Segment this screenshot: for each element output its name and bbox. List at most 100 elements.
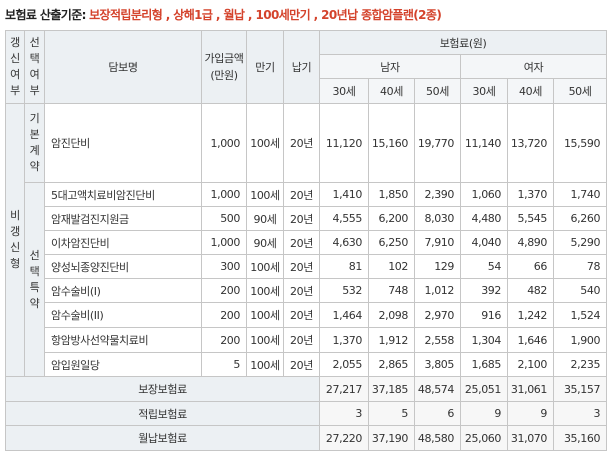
premium-header: 보험료(원) [318,30,608,55]
premium-cell: 1,304 [460,327,508,353]
maturity-header: 만기 [246,30,284,104]
non-renewal-group: 비갱신형 [5,103,25,377]
total-cell: 27,217 [319,376,369,402]
coverage-name: 암입원일당 [44,352,202,377]
table-row: 항암방사선약물치료비 200 100세 20년 1,370 1,912 2,558 1,304… [6,327,608,353]
payment-header: 납기 [283,30,320,104]
monthly-premium-row: 월납보험료 27,220 37,190 48,580 25,060 31,070 35,16… [5,425,608,451]
coverage-payment: 20년 [283,352,320,377]
coverage-name: 암재발검진지원금 [44,206,202,231]
header-row-2: 남자 여자 [6,54,608,79]
coverage-name: 5대고액치료비암진단비 [44,182,202,207]
total-cell: 48,574 [414,376,461,402]
coverage-amount: 300 [201,254,247,279]
premium-cell: 2,055 [319,352,369,377]
coverage-payment: 20년 [283,103,320,183]
coverage-amount: 5 [201,352,247,377]
optional-group: 선택특약 [24,182,45,377]
premium-cell: 102 [368,254,415,279]
coverage-maturity: 90세 [246,206,284,231]
premium-cell: 2,100 [507,352,554,377]
premium-cell: 129 [414,254,461,279]
total-cell: 5 [368,401,415,426]
premium-cell: 532 [319,278,369,303]
table-row: 암수술비(I) 200 100세 20년 532 748 1,012 392 482 540 [6,278,608,303]
premium-table: 갱신여부 선택여부 담보명 가입금액(만원) 만기 납기 보험료(원) 남자 여… [5,30,608,451]
premium-cell: 1,370 [507,182,554,207]
premium-cell: 4,555 [319,206,369,231]
coverage-maturity: 100세 [246,182,284,207]
age-header: 40세 [368,78,415,104]
coverage-premium-label: 보장보험료 [5,376,320,402]
table-row: 양성뇌종양진단비 300 100세 20년 81 102 129 54 66 78 [6,254,608,279]
table-row: 암재발검진지원금 500 90세 20년 4,555 6,200 8,030 4,480 5,5… [6,206,608,231]
total-cell: 9 [460,401,508,426]
coverage-maturity: 100세 [246,352,284,377]
coverage-payment: 20년 [283,182,320,207]
male-header: 남자 [319,54,461,79]
total-cell: 37,190 [368,425,415,451]
coverage-maturity: 100세 [246,278,284,303]
age-header: 30세 [460,78,508,104]
coverage-payment: 20년 [283,302,320,328]
coverage-amount: 200 [201,327,247,353]
total-cell: 9 [507,401,554,426]
premium-cell: 1,850 [368,182,415,207]
premium-cell: 1,242 [507,302,554,328]
coverage-name: 암진단비 [44,103,202,183]
premium-cell: 1,060 [460,182,508,207]
premium-cell: 2,098 [368,302,415,328]
total-cell: 3 [552,401,608,426]
premium-cell: 1,410 [319,182,369,207]
header-row-1: 갱신여부 선택여부 담보명 가입금액(만원) 만기 납기 보험료(원) [5,30,608,104]
premium-cell: 1,685 [460,352,508,377]
premium-cell: 5,545 [507,206,554,231]
coverage-maturity: 100세 [246,254,284,279]
total-cell: 31,061 [507,376,554,402]
coverage-name: 암수술비(I) [44,278,202,303]
age-header: 30세 [319,78,369,104]
premium-cell: 1,740 [552,182,608,207]
female-header: 여자 [459,54,608,79]
premium-cell: 4,040 [460,230,508,255]
coverage-payment: 20년 [283,327,320,353]
savings-premium-label: 적립보험료 [5,401,320,426]
coverage-maturity: 100세 [246,103,284,183]
premium-cell: 2,865 [368,352,415,377]
coverage-premium-row: 보장보험료 27,217 37,185 48,574 25,051 31,061 35,15… [5,376,608,402]
premium-cell: 4,480 [460,206,508,231]
coverage-payment: 20년 [283,230,320,255]
premium-cell: 4,890 [507,230,554,255]
premium-cell: 1,370 [319,327,369,353]
table-row: 비갱신형 기본계약 암진단비 1,000 100세 20년 11,120 15,… [5,103,608,377]
coverage-amount: 500 [201,206,247,231]
premium-cell: 7,910 [414,230,461,255]
age-header: 40세 [507,78,554,104]
basic-group: 기본계약 [24,103,45,183]
coverage-name: 양성뇌종양진단비 [44,254,202,279]
premium-cell: 19,770 [414,103,461,183]
total-cell: 48,580 [414,425,461,451]
premium-cell: 11,120 [319,103,369,183]
premium-cell: 748 [368,278,415,303]
premium-cell: 6,260 [552,206,608,231]
premium-cell: 1,524 [552,302,608,328]
premium-cell: 81 [319,254,369,279]
premium-cell: 13,720 [507,103,554,183]
premium-cell: 5,290 [552,230,608,255]
premium-cell: 15,160 [368,103,415,183]
premium-cell: 1,912 [368,327,415,353]
savings-premium-row: 적립보험료 3 5 6 9 9 3 [5,401,608,426]
coverage-maturity: 100세 [246,302,284,328]
premium-cell: 392 [460,278,508,303]
coverage-header: 담보명 [44,30,202,104]
table-row: 선택특약 5대고액치료비암진단비 1,000 100세 20년 1,410 1,850 2,3… [6,182,608,377]
total-cell: 25,051 [460,376,508,402]
total-cell: 35,160 [552,425,608,451]
premium-cell: 11,140 [460,103,508,183]
coverage-payment: 20년 [283,254,320,279]
coverage-amount: 1,000 [201,103,247,183]
table-row: 암수술비(II) 200 100세 20년 1,464 2,098 2,970 916 1,24… [6,302,608,328]
age-header: 50세 [414,78,461,104]
selection-header: 선택여부 [24,30,45,104]
